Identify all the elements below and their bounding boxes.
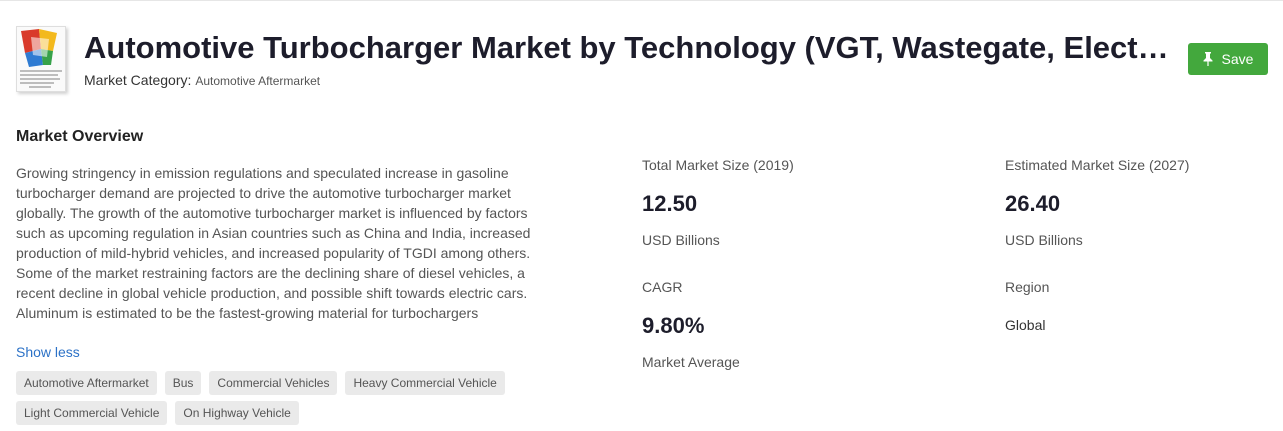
stat-estimated-market-size: Estimated Market Size (2027) 26.40 USD B… bbox=[1005, 156, 1189, 249]
tag-bus[interactable]: Bus bbox=[165, 371, 202, 395]
stat-cagr: CAGR 9.80% Market Average bbox=[642, 278, 740, 371]
tag-automotive-aftermarket[interactable]: Automotive Aftermarket bbox=[16, 371, 157, 395]
report-header: Automotive Turbocharger Market by Techno… bbox=[16, 26, 1268, 96]
stat-label: CAGR bbox=[642, 278, 740, 296]
pin-icon bbox=[1203, 52, 1213, 66]
stat-region: Region Global bbox=[1005, 278, 1049, 334]
stat-unit: USD Billions bbox=[1005, 231, 1189, 249]
report-cover-thumbnail[interactable] bbox=[16, 26, 66, 92]
tag-heavy-commercial-vehicle[interactable]: Heavy Commercial Vehicle bbox=[345, 371, 504, 395]
stat-label: Estimated Market Size (2027) bbox=[1005, 156, 1189, 174]
top-divider bbox=[0, 0, 1283, 1]
stat-unit: Market Average bbox=[642, 353, 740, 371]
market-overview-text: Growing stringency in emission regulatio… bbox=[16, 163, 541, 343]
show-less-link[interactable]: Show less bbox=[16, 343, 80, 361]
stat-value: Global bbox=[1005, 316, 1049, 334]
tag-on-highway-vehicle[interactable]: On Highway Vehicle bbox=[175, 401, 298, 425]
tag-list: Automotive Aftermarket Bus Commercial Ve… bbox=[16, 371, 541, 425]
page-title: Automotive Turbocharger Market by Techno… bbox=[84, 28, 1174, 68]
tag-commercial-vehicles[interactable]: Commercial Vehicles bbox=[209, 371, 337, 395]
stat-unit: USD Billions bbox=[642, 231, 794, 249]
stat-label: Total Market Size (2019) bbox=[642, 156, 794, 174]
save-button[interactable]: Save bbox=[1188, 43, 1268, 75]
stat-value: 12.50 bbox=[642, 191, 794, 217]
market-overview-heading: Market Overview bbox=[16, 128, 143, 146]
market-category-value: Automotive Aftermarket bbox=[195, 74, 320, 88]
stat-value: 9.80% bbox=[642, 313, 740, 339]
save-button-label: Save bbox=[1222, 51, 1254, 67]
tag-light-commercial-vehicle[interactable]: Light Commercial Vehicle bbox=[16, 401, 167, 425]
stat-total-market-size: Total Market Size (2019) 12.50 USD Billi… bbox=[642, 156, 794, 249]
market-category-label: Market Category: bbox=[84, 72, 191, 88]
stat-value: 26.40 bbox=[1005, 191, 1189, 217]
stat-label: Region bbox=[1005, 278, 1049, 296]
market-category: Market Category: Automotive Aftermarket bbox=[84, 72, 320, 88]
report-logo-icon bbox=[17, 27, 66, 67]
